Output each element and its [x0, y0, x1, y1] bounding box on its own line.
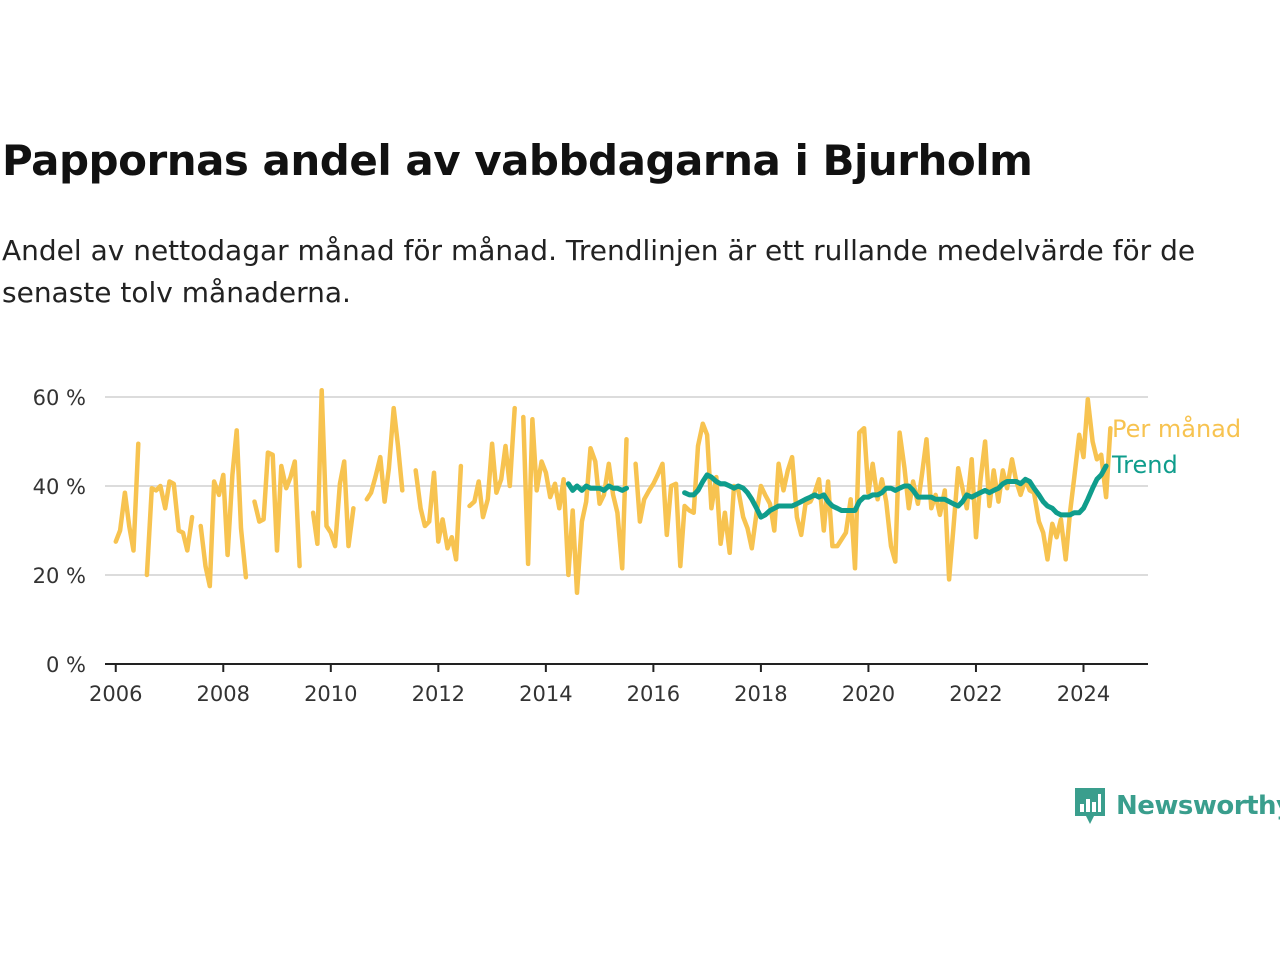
- y-tick-label: 60 %: [33, 386, 86, 410]
- chart-title: Pappornas andel av vabbdagarna i Bjurhol…: [2, 136, 1033, 185]
- x-tick-label: 2012: [412, 682, 465, 706]
- y-tick-label: 20 %: [33, 564, 86, 588]
- x-tick-label: 2010: [304, 682, 357, 706]
- chart-subtitle: Andel av nettodagar månad för månad. Tre…: [2, 234, 1196, 309]
- line-chart: 0 % 20 % 40 % 60 % 2006 2008 2010 2012 2014 2016…: [33, 386, 1241, 706]
- legend: Per månad Trend: [1111, 414, 1241, 479]
- y-tick-label: 40 %: [33, 475, 86, 499]
- x-tick-label: 2018: [734, 682, 787, 706]
- x-tick-label: 2022: [949, 682, 1002, 706]
- x-tick-label: 2014: [519, 682, 572, 706]
- newsworthy-chart-icon: [1075, 788, 1105, 824]
- y-tick-label: 0 %: [46, 653, 86, 677]
- series-line-per-manad: [113, 388, 1113, 596]
- x-axis: 2006 2008 2010 2012 2014 2016 2018 2020 2022 2024: [89, 663, 1148, 706]
- x-tick-label: 2008: [197, 682, 250, 706]
- newsworthy-logo: Newsworthy: [1072, 786, 1280, 826]
- brand-name: Newsworthy: [1116, 791, 1280, 821]
- legend-per-manad: Per månad: [1112, 414, 1241, 443]
- legend-trend: Trend: [1111, 451, 1178, 479]
- x-tick-label: 2020: [842, 682, 895, 706]
- x-tick-label: 2016: [627, 682, 680, 706]
- x-tick-label: 2024: [1057, 682, 1110, 706]
- series-line-trend: [565, 463, 1109, 520]
- y-axis-ticks: 0 % 20 % 40 % 60 %: [33, 386, 86, 677]
- x-tick-label: 2006: [89, 682, 142, 706]
- series-lines: [113, 388, 1113, 596]
